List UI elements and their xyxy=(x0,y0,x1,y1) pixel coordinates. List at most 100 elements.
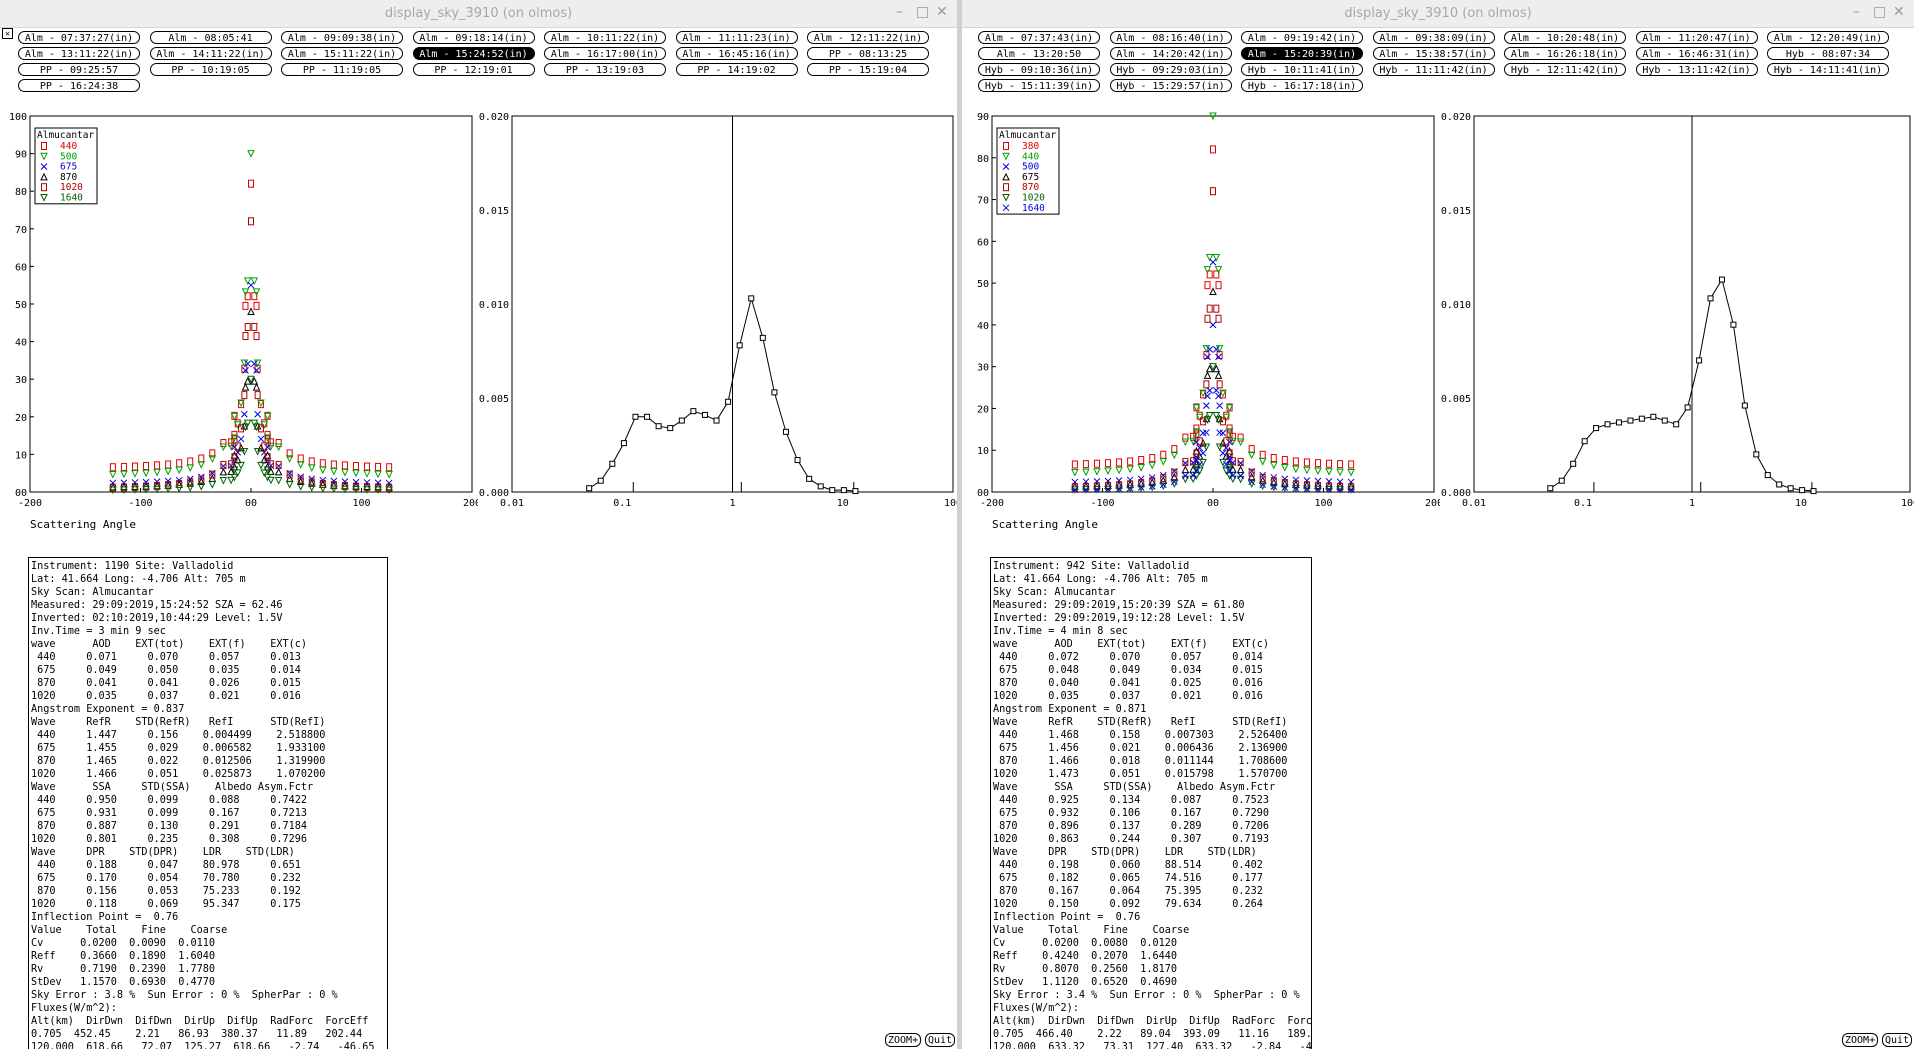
data-point xyxy=(1650,413,1657,420)
scan-button[interactable]: Alm - 15:11:22(in) xyxy=(281,47,403,60)
zoom-button[interactable]: ZOOM+ xyxy=(1842,1033,1879,1047)
data-point xyxy=(1337,460,1344,469)
data-point xyxy=(228,438,235,447)
data-point xyxy=(240,448,249,456)
scan-button[interactable]: Hyb - 15:11:39(in) xyxy=(978,79,1100,92)
maximize-icon[interactable]: □ xyxy=(1873,4,1887,20)
data-point xyxy=(725,398,732,405)
data-point xyxy=(1219,458,1227,467)
data-point xyxy=(253,332,260,341)
scan-button[interactable]: Alm - 16:17:00(in) xyxy=(544,47,666,60)
data-point xyxy=(1258,482,1267,491)
data-point xyxy=(230,473,239,482)
scan-button[interactable]: Alm - 08:05:41 xyxy=(149,31,272,44)
x-tick-label: -100 xyxy=(1090,498,1114,508)
scan-button[interactable]: Alm - 10:11:22(in) xyxy=(544,31,666,44)
scan-button[interactable]: Hyb - 08:07:34 xyxy=(1767,47,1889,60)
scan-button[interactable]: Alm - 09:38:09(in) xyxy=(1372,31,1495,44)
scan-button[interactable]: Hyb - 13:11:42(in) xyxy=(1635,63,1758,76)
scan-button[interactable]: PP - 13:19:03 xyxy=(544,63,666,76)
scan-button[interactable]: Alm - 09:19:42(in) xyxy=(1241,31,1363,44)
scan-button[interactable]: Alm - 15:24:52(in) xyxy=(412,47,535,60)
data-point xyxy=(264,435,271,444)
quit-button[interactable]: Quit xyxy=(925,1033,956,1047)
scan-button[interactable]: PP - 16:24:38 xyxy=(18,79,140,92)
data-point xyxy=(1205,253,1214,262)
data-point xyxy=(1212,364,1221,373)
x-tick-label: -200 xyxy=(18,498,42,508)
scan-button[interactable]: Alm - 12:20:49(in) xyxy=(1767,31,1889,44)
y-tick-label: 0.015 xyxy=(479,206,509,217)
data-point xyxy=(1269,461,1278,470)
data-point xyxy=(1196,460,1204,468)
sky-radiance-plot: 10090807060504030201000-200-10000100200A… xyxy=(0,108,481,509)
scan-button[interactable]: Alm - 16:26:18(in) xyxy=(1504,47,1626,60)
scan-button[interactable]: Alm - 14:11:22(in) xyxy=(149,47,272,60)
scan-button[interactable]: Hyb - 15:29:57(in) xyxy=(1109,79,1232,92)
data-point xyxy=(1248,468,1255,477)
y-tick-label: 0.020 xyxy=(1441,112,1471,123)
data-point xyxy=(1216,402,1223,409)
data-point xyxy=(1170,451,1179,460)
scan-button[interactable]: PP - 08:13:25 xyxy=(807,47,929,60)
scan-button[interactable]: Hyb - 16:17:18(in) xyxy=(1241,79,1363,92)
scan-button[interactable]: Alm - 08:16:40(in) xyxy=(1109,31,1232,44)
data-point xyxy=(759,334,766,341)
scan-button[interactable]: Alm - 15:20:39(in) xyxy=(1241,47,1363,60)
data-point xyxy=(1003,142,1009,150)
scan-button[interactable]: PP - 09:25:57 xyxy=(18,63,140,76)
data-point xyxy=(1348,460,1355,469)
x-tick-label: 200 xyxy=(463,498,478,508)
minimize-icon[interactable]: – xyxy=(896,4,903,20)
scan-button[interactable]: Alm - 12:11:22(in) xyxy=(807,31,929,44)
data-point xyxy=(237,461,245,470)
scan-button[interactable]: Hyb - 09:10:36(in) xyxy=(978,63,1100,76)
data-point xyxy=(655,423,662,430)
scan-button[interactable]: Alm - 15:38:57(in) xyxy=(1372,47,1495,60)
scan-button[interactable]: Alm - 07:37:27(in) xyxy=(18,31,140,44)
data-point xyxy=(1270,454,1277,463)
data-point xyxy=(1303,485,1311,494)
data-point xyxy=(250,277,259,286)
scan-button[interactable]: Hyb - 09:29:03(in) xyxy=(1109,63,1232,76)
scan-button[interactable]: Hyb - 10:11:41(in) xyxy=(1241,63,1363,76)
scan-button[interactable]: Alm - 09:18:14(in) xyxy=(412,31,535,44)
inversion-info-panel: Instrument: 942 Site: Valladolid Lat: 41… xyxy=(990,557,1312,1049)
scan-button[interactable]: Alm - 11:11:23(in) xyxy=(675,31,798,44)
scan-button[interactable]: PP - 10:19:05 xyxy=(149,63,272,76)
scan-button[interactable]: Alm - 13:11:22(in) xyxy=(18,47,140,60)
scan-button[interactable]: PP - 11:19:05 xyxy=(281,63,403,76)
scan-button[interactable]: Alm - 07:37:43(in) xyxy=(978,31,1100,44)
legend-entry: 1640 xyxy=(60,193,83,204)
data-point xyxy=(219,443,228,452)
scan-button[interactable]: Alm - 10:20:48(in) xyxy=(1504,31,1626,44)
data-point xyxy=(285,481,294,489)
maximize-icon[interactable]: □ xyxy=(916,4,930,20)
scan-button[interactable]: PP - 12:19:01 xyxy=(412,63,535,76)
data-point xyxy=(1206,387,1214,394)
scan-button[interactable]: PP - 15:19:04 xyxy=(807,63,929,76)
data-point xyxy=(1269,478,1278,486)
scan-button[interactable]: Alm - 16:45:16(in) xyxy=(675,47,798,60)
data-point xyxy=(1237,457,1244,466)
zoom-button[interactable]: ZOOM+ xyxy=(885,1033,922,1047)
quit-button[interactable]: Quit xyxy=(1882,1033,1913,1047)
scan-button[interactable]: PP - 14:19:02 xyxy=(675,63,798,76)
scan-button[interactable]: Alm - 13:20:50 xyxy=(978,47,1100,60)
close-icon[interactable]: ✕ xyxy=(936,4,948,20)
minimize-icon[interactable]: – xyxy=(1853,4,1860,20)
scan-button[interactable]: Alm - 11:20:47(in) xyxy=(1635,31,1758,44)
data-point xyxy=(609,460,616,467)
data-point xyxy=(1222,460,1230,468)
right-window: display_sky_3910 (on olmos) – □ ✕ Alm - … xyxy=(962,0,1914,1049)
scan-button[interactable]: Alm - 14:20:42(in) xyxy=(1109,47,1232,60)
scan-button[interactable]: Alm - 16:46:31(in) xyxy=(1635,47,1758,60)
data-point xyxy=(1776,481,1783,488)
scan-button[interactable]: Hyb - 11:11:42(in) xyxy=(1372,63,1495,76)
window-closebox-icon[interactable]: ✕ xyxy=(2,28,13,39)
scan-button[interactable]: Hyb - 12:11:42(in) xyxy=(1504,63,1626,76)
data-point xyxy=(1137,484,1145,491)
close-icon[interactable]: ✕ xyxy=(1893,4,1905,20)
scan-button[interactable]: Hyb - 14:11:41(in) xyxy=(1767,63,1889,76)
scan-button[interactable]: Alm - 09:09:38(in) xyxy=(281,31,403,44)
